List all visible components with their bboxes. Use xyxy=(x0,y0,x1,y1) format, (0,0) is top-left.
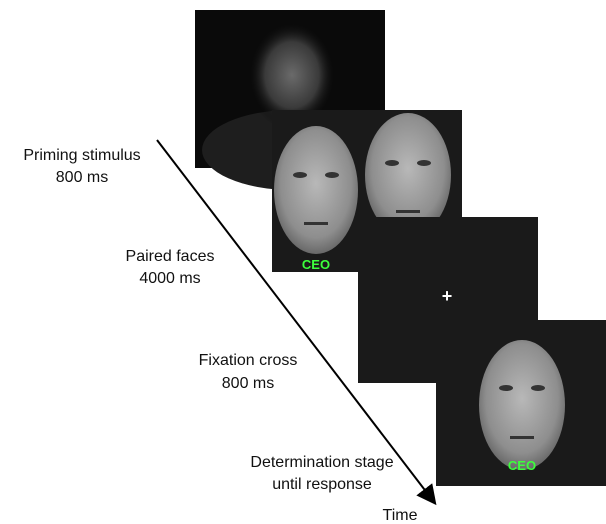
procedure-diagram: CEO + CEO Time Priming stimulus 800 ms P… xyxy=(0,0,606,524)
fixation-cross: + xyxy=(442,286,453,306)
determination-panel: CEO xyxy=(436,320,606,486)
stage-duration: until response xyxy=(272,476,372,493)
stage-label: Fixation cross xyxy=(199,352,298,369)
stage-duration: 800 ms xyxy=(56,169,108,186)
time-label: Time xyxy=(383,507,418,524)
stage-label: Paired faces xyxy=(126,248,215,265)
stage-duration: 800 ms xyxy=(222,375,274,392)
ceo-caption: CEO xyxy=(508,458,536,473)
ceo-caption: CEO xyxy=(302,257,330,272)
stage-duration: 4000 ms xyxy=(139,270,200,287)
stage-label: Priming stimulus xyxy=(23,147,140,164)
stage-label: Determination stage xyxy=(250,454,393,471)
